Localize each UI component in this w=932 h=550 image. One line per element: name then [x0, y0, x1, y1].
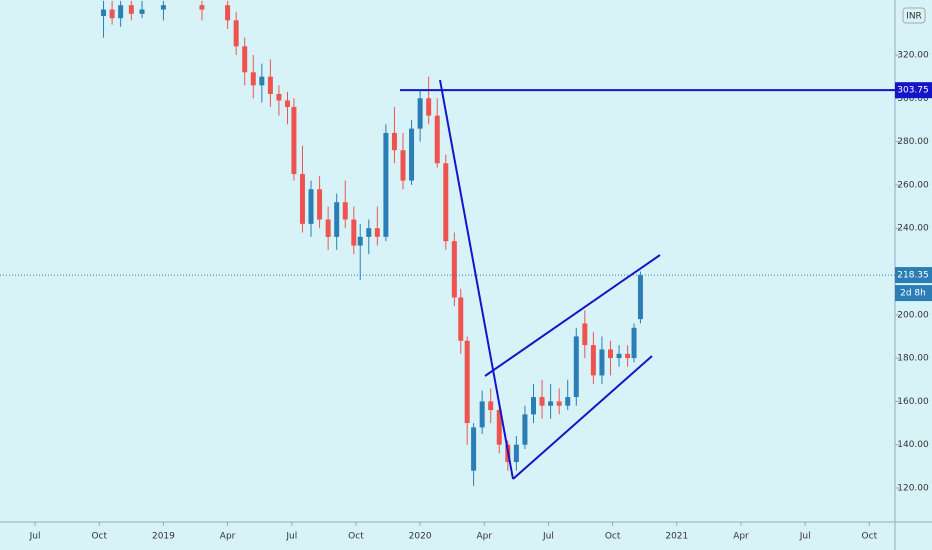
candle-body [128, 5, 134, 14]
candle-body [400, 150, 406, 181]
trend-line [439, 79, 514, 480]
candle-body [101, 9, 107, 17]
candle-body [426, 98, 432, 116]
candle-body [625, 353, 631, 359]
x-tick-label: Jul [29, 532, 41, 542]
candle-body [513, 444, 519, 463]
x-tick-label: Oct [91, 532, 107, 542]
x-tick-label: Apr [733, 532, 749, 542]
candle-body [556, 401, 562, 406]
candle-body [434, 115, 440, 164]
x-tick-label: Apr [477, 532, 493, 542]
x-tick-label: Oct [348, 532, 364, 542]
x-tick-label: 2019 [152, 532, 175, 542]
candle-body [582, 323, 588, 346]
candle-body [443, 163, 449, 242]
y-tick-label: 300.00 [897, 94, 929, 104]
candle-body [225, 5, 231, 21]
candle-body [357, 236, 363, 246]
y-tick-label: 180.00 [897, 354, 929, 364]
candle-body [607, 349, 613, 359]
last-price-label: 218.35 [897, 271, 929, 281]
candle-body [409, 128, 415, 181]
candle-body [464, 340, 470, 424]
y-tick-label: 280.00 [897, 137, 929, 147]
candle-body [565, 397, 571, 406]
candle-body [242, 46, 248, 73]
candle-body [233, 20, 239, 47]
candle-body [383, 132, 389, 237]
countdown-label: 2d 8h [900, 289, 926, 299]
candle-body [616, 353, 622, 359]
candle-body [590, 345, 596, 376]
x-tick-label: Apr [220, 532, 236, 542]
candle-body [539, 397, 545, 406]
candle-body [317, 189, 323, 220]
last-price-tag [895, 267, 932, 284]
candle-body [342, 202, 348, 220]
candle-body [471, 427, 477, 471]
candle-body [522, 414, 528, 445]
x-tick-label: Oct [862, 532, 878, 542]
plot [0, 0, 895, 486]
candle-body [259, 76, 265, 86]
candle-body [109, 9, 115, 19]
candle-body [548, 401, 554, 406]
currency[interactable]: INR [906, 12, 922, 22]
candle-body [573, 336, 579, 398]
candle-body [496, 410, 502, 445]
candle-body [351, 219, 357, 246]
candle-body [417, 98, 423, 129]
candle-body [458, 297, 464, 341]
horizontal-line-label: 303.75 [897, 86, 929, 96]
candle-body [334, 202, 340, 237]
candle-body [366, 228, 372, 237]
candle-body [391, 132, 397, 151]
y-tick-label: 320.00 [897, 50, 929, 60]
candle-body [299, 174, 305, 224]
candle-body [284, 100, 290, 107]
x-tick-label: Jul [799, 532, 811, 542]
y-tick-label: 240.00 [897, 224, 929, 234]
candle-body [276, 93, 282, 101]
candle-body [250, 72, 256, 86]
horizontal-line-tag [895, 82, 932, 99]
trend-line [484, 254, 661, 377]
candle-body [160, 5, 166, 10]
x-tick-label: Jul [542, 532, 554, 542]
candle-body [374, 228, 380, 237]
trend-line [512, 355, 653, 480]
candle-body [599, 349, 605, 376]
candle-body [631, 327, 637, 359]
y-tick-label: 260.00 [897, 180, 929, 190]
candle-body [118, 5, 124, 19]
candle-body [199, 5, 205, 10]
candle-body [267, 76, 273, 94]
candle-body [451, 241, 457, 298]
candle-body [325, 219, 331, 237]
candle-body [139, 9, 145, 14]
candle-body [291, 106, 297, 175]
y-tick-label: 120.00 [897, 484, 929, 494]
candle-body [637, 275, 643, 320]
x-tick-label: Jul [285, 532, 297, 542]
y-tick-label: 140.00 [897, 440, 929, 450]
x-tick-label: 2020 [409, 532, 432, 542]
y-tick-label: 200.00 [897, 310, 929, 320]
countdown-tag [895, 285, 932, 302]
x-tick-label: Oct [605, 532, 621, 542]
currency-box[interactable] [902, 7, 926, 24]
candle-body [530, 397, 536, 415]
y-tick-label: 160.00 [897, 397, 929, 407]
candle-body [308, 189, 314, 224]
candle-body [488, 401, 494, 411]
candle-body [479, 401, 485, 428]
x-tick-label: 2021 [665, 532, 688, 542]
